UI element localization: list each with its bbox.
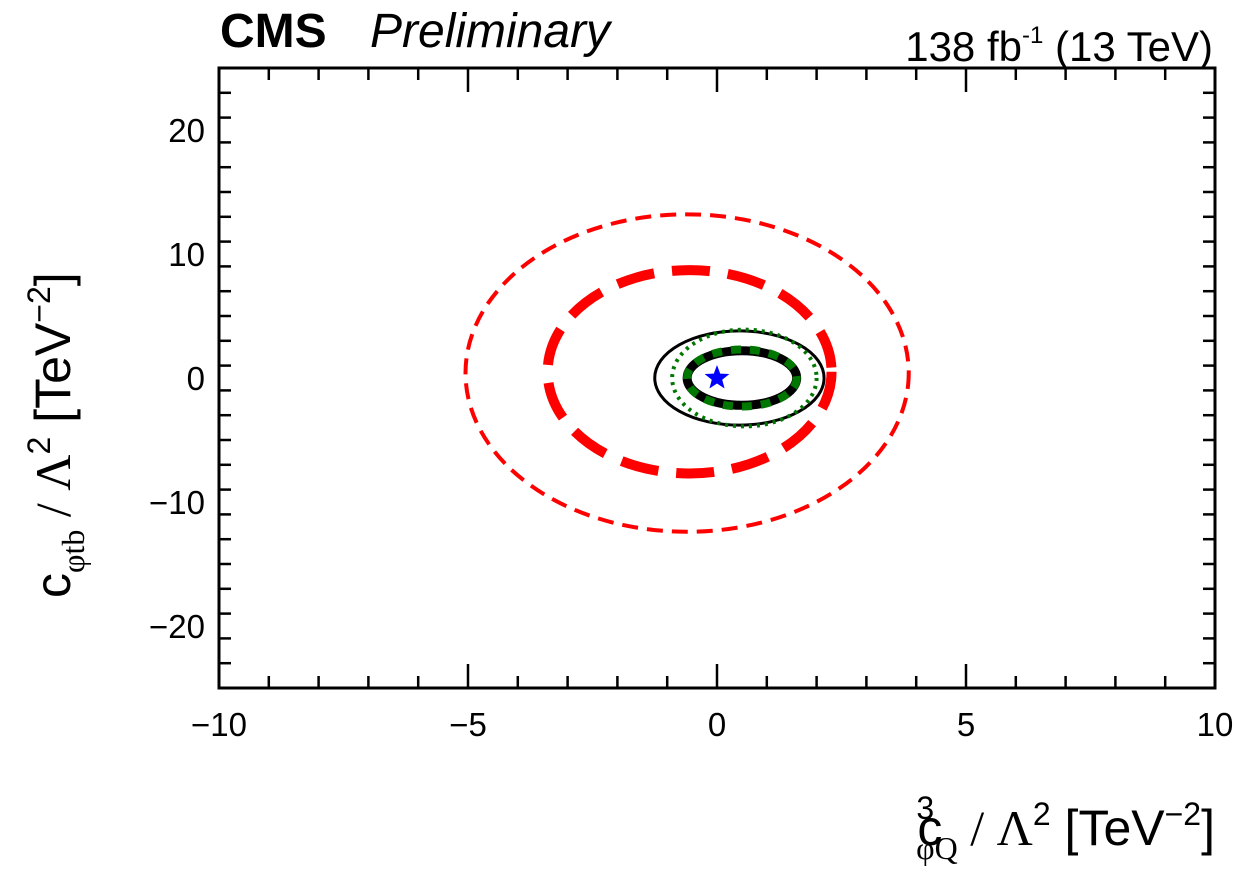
contour-0 [463,212,911,534]
luminosity-label: 138 fb-1 (13 TeV) [905,6,1213,77]
lumi-value: 138 fb [905,23,1022,70]
x-tick-label: 0 [708,706,726,743]
x-axis-title: c3 φQ / Λ2 [TeV−2] [916,790,1215,866]
best-fit-star [704,365,730,389]
contour-layer [463,212,911,534]
plot-frame [217,66,1217,690]
y-tick-label: 10 [168,236,205,273]
tick-layer: −10 −5 0 5 10 −20 −10 0 10 20 [149,66,1234,743]
contour-3 [670,327,819,429]
x-tick-label: 5 [957,706,975,743]
lumi-exponent: -1 [1022,22,1044,49]
x-tick-label: −5 [449,706,487,743]
contour-1 [542,265,837,479]
y-tick-label: 20 [168,112,205,149]
y-axis-title: cφtb / Λ2 [TeV−2] [21,272,91,598]
y-tick-label: 0 [187,360,205,397]
experiment-label: CMS [220,5,327,58]
contour-5 [683,345,801,411]
status-label: Preliminary [370,5,611,58]
energy-label: (13 TeV) [1055,23,1213,70]
y-tick-label: −10 [149,484,205,521]
x-tick-label: −10 [191,706,247,743]
x-tick-label: 10 [1197,706,1234,743]
y-tick-label: −20 [149,608,205,645]
